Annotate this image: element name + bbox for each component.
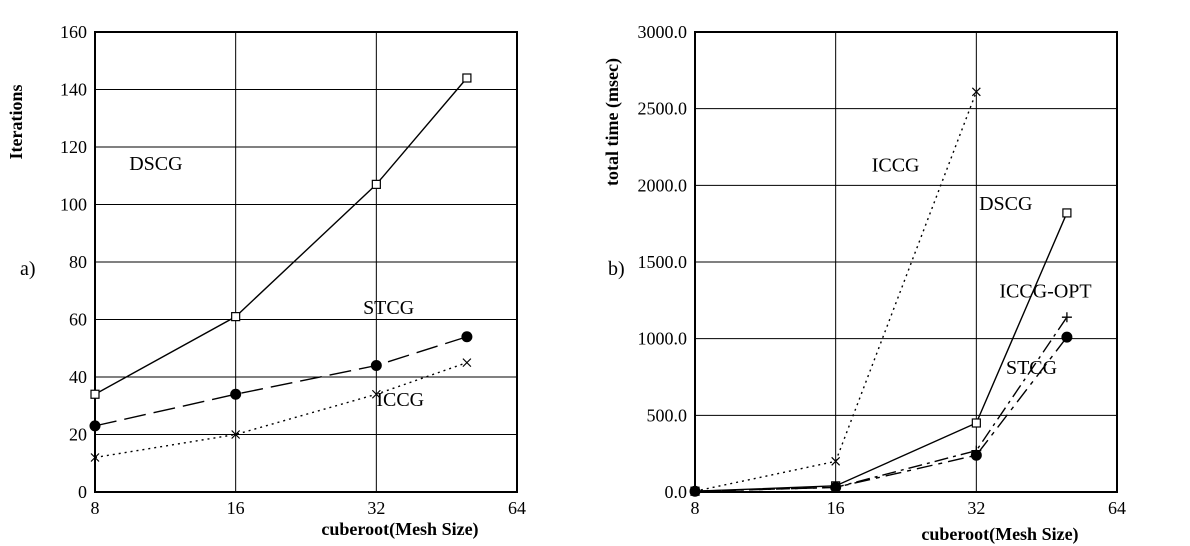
panel-b-total-time-chart: 8 16 32 64 0.0 500.0 1000.0 1500.0 2000.0 2500.0 3… (602, 22, 1126, 545)
y-tick-label: 2000.0 (638, 175, 688, 195)
y-tick-label: 60 (69, 310, 87, 330)
x-marker (462, 358, 472, 368)
y-tick-label: 20 (69, 425, 87, 445)
series-iccg: ICCG (90, 358, 472, 462)
y-tick-label: 160 (60, 22, 87, 42)
filled-circle-marker (689, 485, 701, 497)
plus-marker (1061, 312, 1072, 323)
filled-circle-marker (830, 481, 842, 493)
x-marker (371, 389, 381, 399)
square-marker (231, 312, 241, 322)
filled-circle-marker (970, 449, 982, 461)
x-tick-label: 32 (967, 498, 985, 518)
filled-circle-marker (230, 388, 242, 400)
square-marker (371, 179, 381, 189)
y-tick-label: 0 (78, 482, 87, 502)
series-line (694, 212, 1068, 492)
y-tick-label: 1000.0 (638, 329, 688, 349)
y-tick-label: 140 (60, 80, 87, 100)
series-dscg: DSCG (90, 73, 472, 399)
x-tick-label: 8 (91, 498, 100, 518)
y-tick-label: 80 (69, 252, 87, 272)
series-label: ICCG (872, 155, 920, 177)
x-tick-label: 64 (508, 498, 526, 518)
series-stcg: STCG (89, 297, 473, 432)
x-axis-label: cuberoot(Mesh Size) (921, 524, 1078, 545)
series-stcg: STCG (689, 331, 1073, 497)
series-label: DSCG (979, 193, 1032, 215)
y-tick-label: 1500.0 (638, 252, 688, 272)
filled-circle-marker (89, 420, 101, 432)
x-marker (971, 87, 981, 97)
series-label: STCG (363, 297, 414, 319)
square-marker (1062, 208, 1072, 218)
plot-frame (694, 31, 1118, 493)
x-marker (831, 456, 841, 466)
series-line (694, 336, 1068, 492)
filled-circle-marker (370, 360, 382, 371)
y-tick-label: 0.0 (665, 482, 688, 502)
x-tick-label: 16 (827, 498, 845, 518)
x-tick-label: 32 (367, 498, 385, 518)
series-dscg: DSCG (690, 193, 1072, 496)
series-iccg-opt: ICCG-OPT (690, 280, 1092, 497)
series-label: ICCG (376, 389, 424, 411)
x-marker (231, 430, 241, 439)
series-label: ICCG-OPT (999, 280, 1091, 302)
series-line (94, 77, 468, 395)
y-tick-label: 2500.0 (638, 99, 688, 119)
panel-label: b) (608, 258, 625, 280)
panel-label: a) (20, 258, 36, 280)
y-tick-label: 500.0 (647, 405, 688, 425)
plot-frame (94, 31, 518, 493)
series-label: DSCG (129, 153, 182, 175)
square-marker (462, 73, 472, 83)
y-axis-label: total time (msec) (602, 58, 623, 186)
filled-circle-marker (1061, 331, 1073, 343)
y-axis-label: Iterations (6, 85, 26, 160)
x-axis-label: cuberoot(Mesh Size) (321, 519, 478, 540)
filled-circle-marker (461, 331, 473, 343)
x-tick-label: 16 (227, 498, 245, 518)
y-tick-label: 120 (60, 137, 87, 157)
series-label: STCG (1006, 357, 1057, 379)
panel-a-iterations-chart: 8 16 32 64 0 20 40 60 80 100 120 140 160 cuberoot(Mes… (6, 22, 526, 540)
square-marker (90, 389, 100, 399)
y-tick-label: 3000.0 (638, 22, 688, 42)
x-tick-label: 8 (691, 498, 700, 518)
square-marker (971, 418, 981, 428)
x-tick-label: 64 (1108, 498, 1126, 518)
series-line (94, 361, 468, 459)
y-tick-label: 40 (69, 367, 87, 387)
series-line (94, 336, 468, 427)
y-tick-label: 100 (60, 195, 87, 215)
x-marker (90, 453, 100, 462)
